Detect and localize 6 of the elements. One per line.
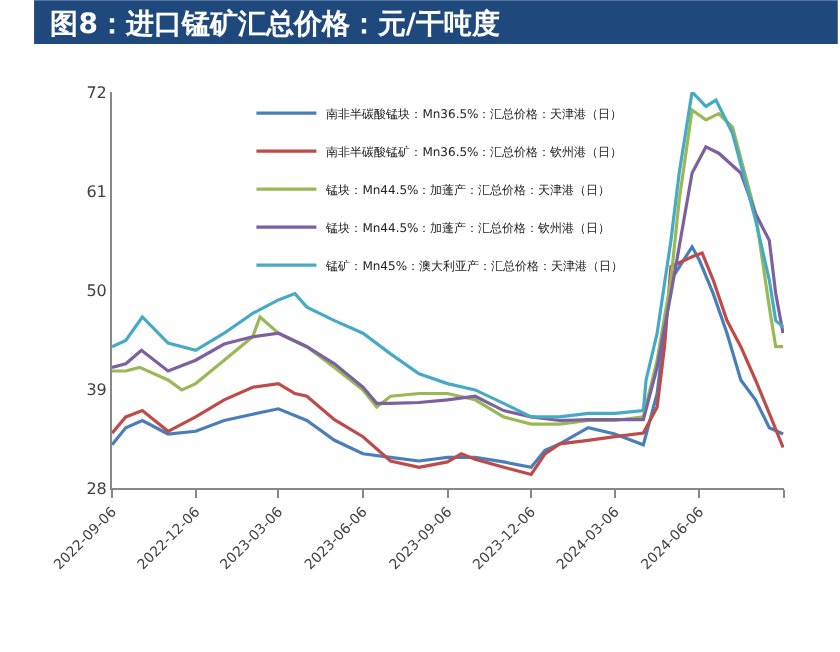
y-tick-label: 39 xyxy=(86,380,107,399)
chart-title: 图8：进口锰矿汇总价格：元/干吨度 xyxy=(50,6,501,41)
y-tick-label: 28 xyxy=(86,479,107,498)
y-tick-label: 61 xyxy=(86,182,107,201)
y-tick-label: 50 xyxy=(86,281,107,300)
y-tick-label: 72 xyxy=(86,83,107,102)
